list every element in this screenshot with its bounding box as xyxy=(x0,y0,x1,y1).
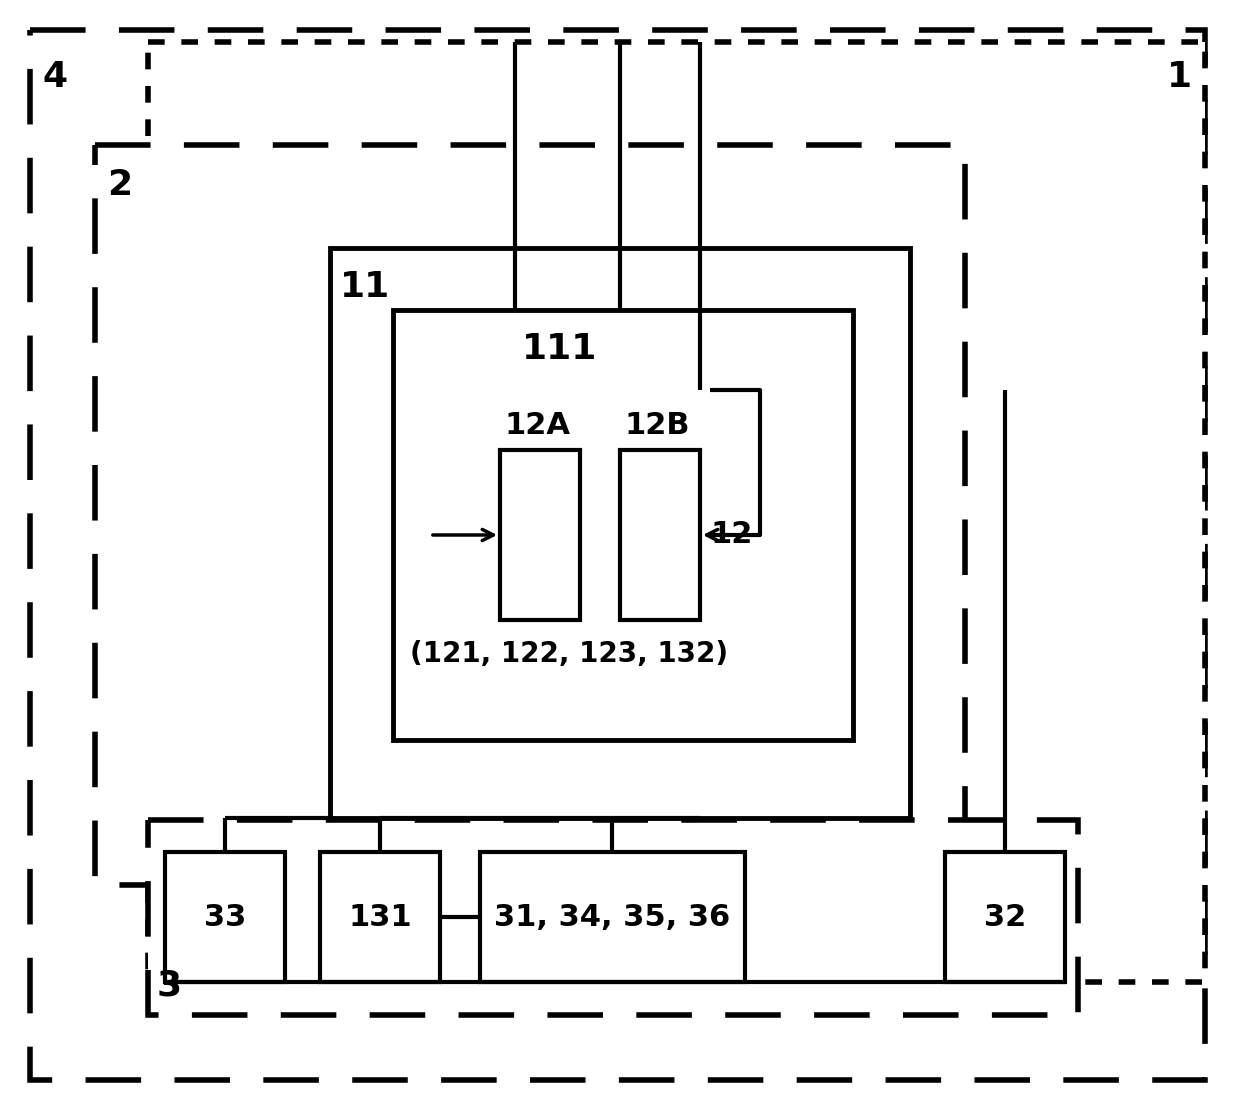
Bar xyxy=(165,852,285,982)
Bar xyxy=(148,42,1205,982)
Text: 1: 1 xyxy=(1167,60,1192,94)
Bar xyxy=(480,852,745,982)
Bar xyxy=(393,310,853,740)
Bar xyxy=(330,248,910,818)
Text: 12: 12 xyxy=(711,519,753,549)
Text: 131: 131 xyxy=(348,902,412,931)
Text: 12B: 12B xyxy=(625,411,691,440)
Text: 32: 32 xyxy=(983,902,1027,931)
Text: 2: 2 xyxy=(107,168,133,202)
Text: 3: 3 xyxy=(157,969,182,1003)
Text: 4: 4 xyxy=(42,60,67,94)
Bar xyxy=(320,852,440,982)
Bar xyxy=(148,820,1078,1015)
Text: (121, 122, 123, 132): (121, 122, 123, 132) xyxy=(410,640,728,668)
Bar xyxy=(620,450,701,620)
Text: 31, 34, 35, 36: 31, 34, 35, 36 xyxy=(495,902,730,931)
Text: 12A: 12A xyxy=(505,411,570,440)
Bar xyxy=(945,852,1065,982)
Text: 11: 11 xyxy=(340,270,391,304)
Bar xyxy=(500,450,580,620)
Text: 111: 111 xyxy=(522,332,598,366)
Text: 33: 33 xyxy=(203,902,246,931)
Bar xyxy=(95,145,965,885)
